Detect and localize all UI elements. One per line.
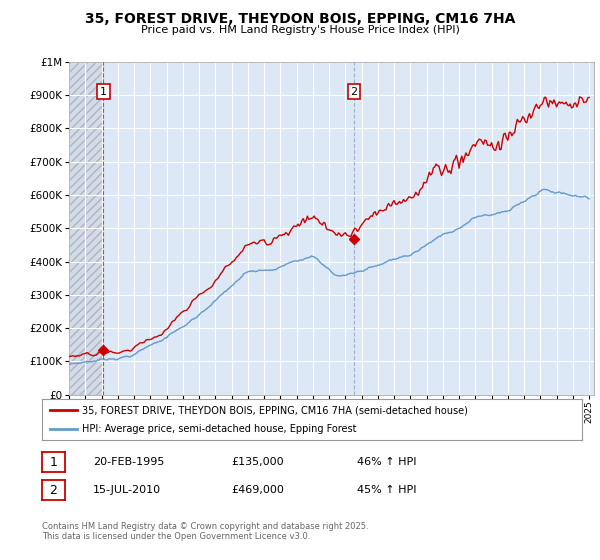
- Bar: [69, 62, 103, 395]
- Text: HPI: Average price, semi-detached house, Epping Forest: HPI: Average price, semi-detached house,…: [83, 424, 357, 434]
- Text: £469,000: £469,000: [231, 485, 284, 495]
- Text: £135,000: £135,000: [231, 457, 284, 467]
- Text: 35, FOREST DRIVE, THEYDON BOIS, EPPING, CM16 7HA (semi-detached house): 35, FOREST DRIVE, THEYDON BOIS, EPPING, …: [83, 405, 469, 416]
- Text: 2: 2: [49, 483, 58, 497]
- Text: 46% ↑ HPI: 46% ↑ HPI: [357, 457, 416, 467]
- Text: 35, FOREST DRIVE, THEYDON BOIS, EPPING, CM16 7HA: 35, FOREST DRIVE, THEYDON BOIS, EPPING, …: [85, 12, 515, 26]
- Text: 20-FEB-1995: 20-FEB-1995: [93, 457, 164, 467]
- Text: 1: 1: [49, 455, 58, 469]
- Text: 15-JUL-2010: 15-JUL-2010: [93, 485, 161, 495]
- Text: 45% ↑ HPI: 45% ↑ HPI: [357, 485, 416, 495]
- Text: Contains HM Land Registry data © Crown copyright and database right 2025.
This d: Contains HM Land Registry data © Crown c…: [42, 522, 368, 542]
- Text: 2: 2: [350, 87, 358, 96]
- Text: Price paid vs. HM Land Registry's House Price Index (HPI): Price paid vs. HM Land Registry's House …: [140, 25, 460, 35]
- Text: 1: 1: [100, 87, 107, 96]
